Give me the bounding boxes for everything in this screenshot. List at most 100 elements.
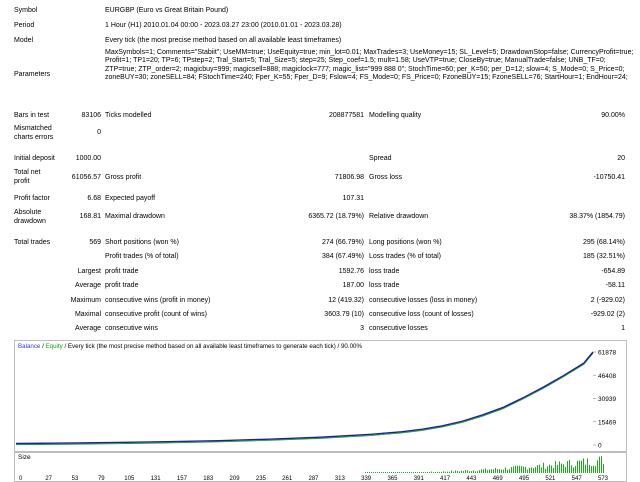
average2-label: Average bbox=[75, 325, 101, 332]
size-bar bbox=[559, 461, 560, 473]
size-bar bbox=[365, 472, 366, 473]
maxdd-label: Maximal drawdown bbox=[105, 213, 165, 220]
pf-label: Profit factor bbox=[14, 195, 50, 202]
long-value: 295 (68.14%) bbox=[582, 239, 625, 246]
size-bar bbox=[393, 472, 394, 473]
size-bar bbox=[425, 472, 426, 473]
avglosses-value: 1 bbox=[621, 325, 625, 332]
bars-value: 83106 bbox=[81, 112, 101, 119]
size-bar bbox=[449, 472, 450, 473]
losstrades-label: Loss trades (% of total) bbox=[369, 253, 441, 260]
largest-pt-label: profit trade bbox=[105, 268, 139, 275]
spread-value: 20 bbox=[617, 155, 625, 162]
size-bar bbox=[415, 472, 416, 473]
size-bar bbox=[447, 471, 448, 473]
size-bar bbox=[501, 469, 502, 473]
size-bar bbox=[463, 470, 464, 473]
symbol-label: Symbol bbox=[14, 7, 38, 14]
size-bar bbox=[569, 460, 570, 473]
y-tick-label: 30939 bbox=[598, 396, 616, 403]
size-bar bbox=[565, 466, 566, 473]
maxprofit-value: 3603.79 (10) bbox=[324, 311, 364, 318]
legend-description: / Every tick (the most precise method ba… bbox=[62, 343, 362, 350]
grossloss-value: -10750.41 bbox=[593, 174, 625, 181]
size-plot: 0 27 53 79 105 131 157 183 209 235 261 287 313 339 365… bbox=[19, 456, 609, 481]
size-bar bbox=[589, 464, 590, 473]
model-label: Model bbox=[14, 37, 34, 44]
size-bar bbox=[557, 464, 558, 473]
size-bar bbox=[531, 467, 532, 473]
losstrades-value: 185 (32.51%) bbox=[582, 253, 625, 260]
trades-label: Total trades bbox=[14, 239, 51, 246]
maxprofit-label: consecutive profit (count of wins) bbox=[105, 311, 207, 318]
size-bar bbox=[551, 465, 552, 473]
size-bar bbox=[591, 466, 592, 473]
size-bar bbox=[469, 471, 470, 473]
legend-equity: Equity bbox=[45, 343, 63, 350]
size-bar bbox=[581, 460, 582, 473]
mismatch-value: 0 bbox=[97, 129, 101, 136]
size-bar bbox=[391, 472, 392, 473]
parameters-label: Parameters bbox=[14, 71, 51, 78]
maximal-label: Maximal bbox=[74, 311, 101, 318]
maxwins-label: consecutive wins (profit in money) bbox=[105, 297, 211, 304]
size-bar bbox=[401, 472, 402, 473]
legend-balance: Balance bbox=[18, 343, 41, 350]
size-bar bbox=[603, 464, 604, 473]
size-bar bbox=[567, 461, 568, 473]
size-bar bbox=[579, 460, 580, 473]
netprofit-value: 61056.57 bbox=[71, 174, 101, 181]
largest-lt-value: -654.89 bbox=[601, 268, 625, 275]
size-bar bbox=[563, 464, 564, 473]
size-bar bbox=[407, 472, 408, 473]
x-tick-label: 365 bbox=[387, 476, 398, 481]
x-tick-label: 235 bbox=[256, 476, 267, 481]
avglosses-label: consecutive losses bbox=[369, 325, 428, 332]
size-bar bbox=[577, 460, 578, 473]
size-bar bbox=[453, 471, 454, 473]
size-bar bbox=[599, 456, 600, 473]
largest-label: Largest bbox=[77, 268, 101, 275]
size-bar bbox=[379, 472, 380, 473]
absdd-label-2: drawdown bbox=[14, 218, 46, 225]
size-bar bbox=[437, 471, 438, 473]
size-bar bbox=[395, 472, 396, 473]
x-tick-label: 417 bbox=[440, 476, 451, 481]
size-bar bbox=[545, 468, 546, 473]
size-bar bbox=[571, 465, 572, 473]
size-bar bbox=[443, 471, 444, 473]
average-lt-label: loss trade bbox=[369, 282, 400, 289]
netprofit-label-2: profit bbox=[14, 178, 30, 185]
short-label: Short positions (won %) bbox=[105, 239, 179, 246]
size-bar bbox=[389, 472, 390, 473]
size-bar bbox=[411, 472, 412, 473]
balance-line bbox=[15, 351, 594, 445]
spread-label: Spread bbox=[369, 155, 392, 162]
size-bar bbox=[429, 472, 430, 473]
largest-lt-label: loss trade bbox=[369, 268, 400, 275]
size-bar bbox=[409, 472, 410, 473]
size-bar bbox=[529, 467, 530, 473]
avgwins-value: 3 bbox=[360, 325, 364, 332]
legend-separator: / bbox=[40, 343, 46, 350]
absdd-value: 168.81 bbox=[79, 213, 101, 220]
size-bar bbox=[533, 468, 534, 473]
x-tick-label: 79 bbox=[98, 476, 105, 481]
size-bar bbox=[515, 465, 516, 473]
size-bar bbox=[421, 472, 422, 473]
size-bar bbox=[513, 466, 514, 473]
maxwins-value: 12 (419.32) bbox=[328, 297, 364, 304]
grossprofit-label: Gross profit bbox=[105, 174, 142, 181]
size-bar bbox=[419, 472, 420, 473]
maximum-label: Maximum bbox=[70, 297, 101, 304]
size-bar bbox=[491, 469, 492, 473]
equity-line bbox=[15, 352, 594, 446]
x-tick-label: 287 bbox=[309, 476, 320, 481]
size-bar bbox=[373, 472, 374, 473]
size-bar bbox=[475, 471, 476, 473]
y-tick-label: 61878 bbox=[598, 350, 616, 357]
size-bar bbox=[587, 458, 588, 473]
quality-label: Modelling quality bbox=[369, 112, 422, 119]
quality-value: 90.00% bbox=[601, 112, 625, 119]
size-bar bbox=[525, 466, 526, 473]
